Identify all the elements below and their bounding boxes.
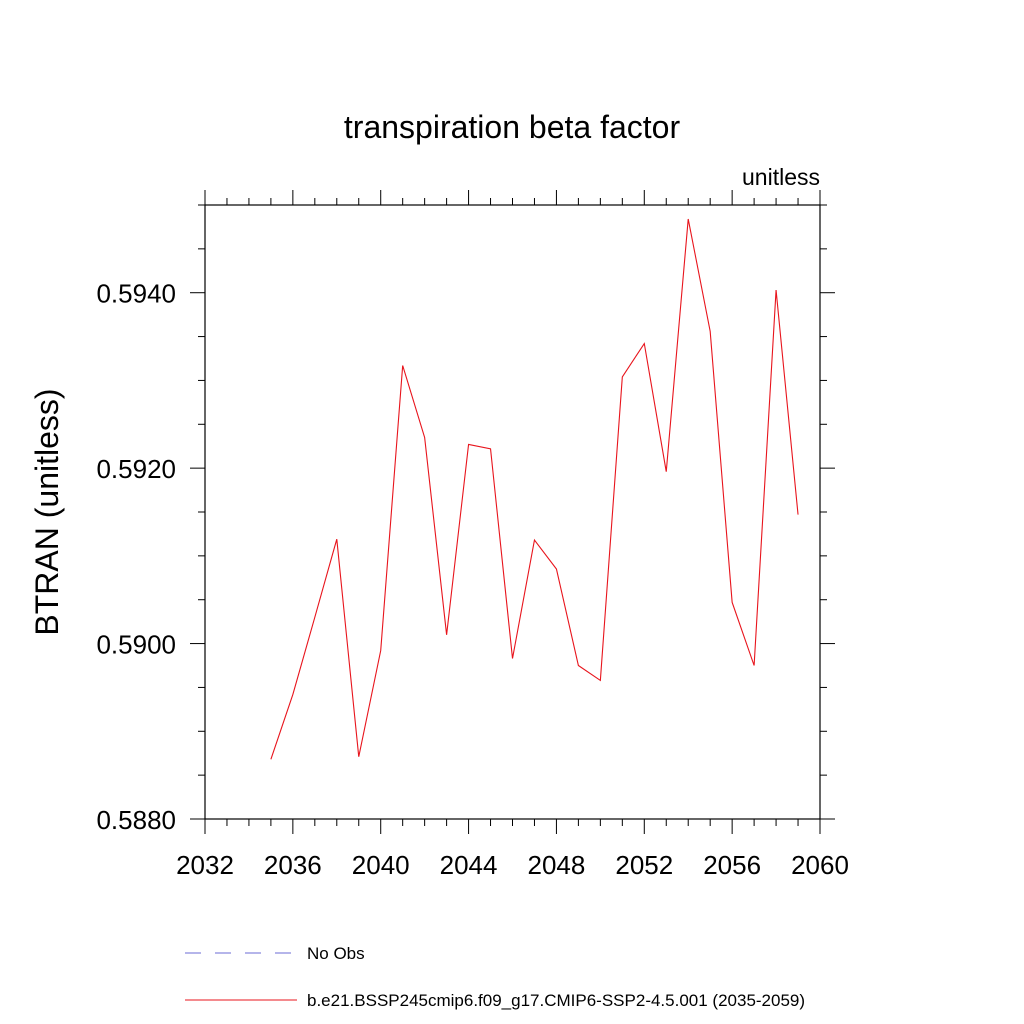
- x-tick-label: 2060: [791, 850, 849, 880]
- y-tick-label: 0.5940: [96, 279, 176, 309]
- y-tick-label: 0.5880: [96, 805, 176, 835]
- x-tick-label: 2048: [528, 850, 586, 880]
- legend-label-series: b.e21.BSSP245cmip6.f09_g17.CMIP6-SSP2-4.…: [307, 991, 805, 1010]
- legend: No Obs b.e21.BSSP245cmip6.f09_g17.CMIP6-…: [185, 944, 805, 1010]
- x-tick-label: 2044: [440, 850, 498, 880]
- x-tick-label: 2040: [352, 850, 410, 880]
- y-axis: 0.5880 0.5900 0.5920 0.5940: [96, 204, 835, 835]
- x-tick-label: 2056: [703, 850, 761, 880]
- y-tick-label: 0.5900: [96, 630, 176, 660]
- plot-frame: [204, 204, 821, 820]
- units-label: unitless: [742, 164, 820, 190]
- series-line: [270, 218, 799, 760]
- y-tick-label: 0.5920: [96, 454, 176, 484]
- y-axis-label: BTRAN (unitless): [29, 388, 65, 635]
- x-tick-label: 2052: [615, 850, 673, 880]
- legend-label-no-obs: No Obs: [307, 944, 365, 963]
- x-tick-label: 2036: [264, 850, 322, 880]
- x-axis: 2032 2036 2040 2044 2048 2052 2056 2060: [176, 190, 849, 880]
- series-layer: [270, 218, 799, 760]
- chart-title: transpiration beta factor: [344, 109, 681, 145]
- x-tick-label: 2032: [176, 850, 234, 880]
